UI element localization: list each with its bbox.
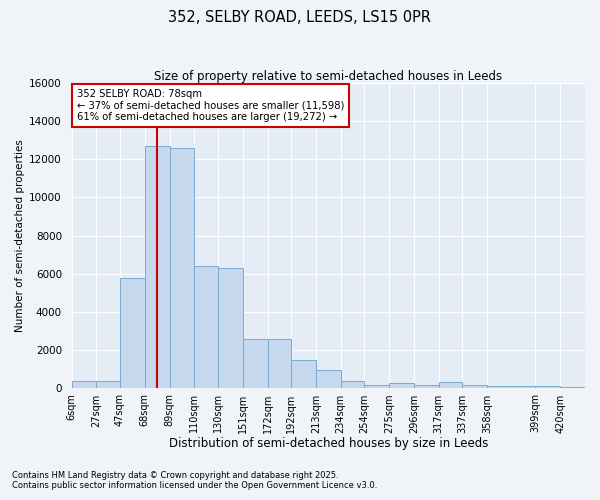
X-axis label: Distribution of semi-detached houses by size in Leeds: Distribution of semi-detached houses by … [169, 437, 488, 450]
Bar [487, 386, 535, 388]
Bar [71, 381, 97, 388]
Bar [145, 146, 170, 388]
Bar [243, 339, 268, 388]
Bar [268, 339, 291, 388]
Bar [439, 382, 462, 388]
Bar [341, 381, 364, 388]
Bar [120, 278, 145, 388]
Text: 352, SELBY ROAD, LEEDS, LS15 0PR: 352, SELBY ROAD, LEEDS, LS15 0PR [169, 10, 431, 25]
Bar [560, 386, 585, 388]
Bar [535, 386, 560, 388]
Title: Size of property relative to semi-detached houses in Leeds: Size of property relative to semi-detach… [154, 70, 502, 83]
Bar [414, 384, 439, 388]
Bar [291, 360, 316, 388]
Text: 352 SELBY ROAD: 78sqm
← 37% of semi-detached houses are smaller (11,598)
61% of : 352 SELBY ROAD: 78sqm ← 37% of semi-deta… [77, 89, 344, 122]
Bar [462, 384, 487, 388]
Bar [364, 384, 389, 388]
Bar [389, 382, 414, 388]
Bar [194, 266, 218, 388]
Text: Contains HM Land Registry data © Crown copyright and database right 2025.
Contai: Contains HM Land Registry data © Crown c… [12, 470, 377, 490]
Bar [97, 381, 120, 388]
Bar [170, 148, 194, 388]
Bar [316, 370, 341, 388]
Bar [218, 268, 243, 388]
Y-axis label: Number of semi-detached properties: Number of semi-detached properties [15, 139, 25, 332]
